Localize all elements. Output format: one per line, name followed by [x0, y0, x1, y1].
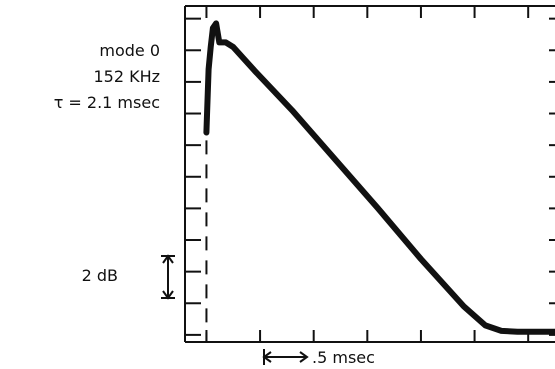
tick-marks: [185, 6, 555, 342]
decay-curve: [203, 20, 555, 335]
db-scale-label: 2 dB: [82, 266, 118, 285]
time-scale-bar: [262, 349, 309, 365]
time-scale-label: .5 msec: [312, 348, 375, 367]
tau-label: τ = 2.1 msec: [54, 93, 160, 112]
db-scale-bar: [161, 254, 175, 300]
frequency-label: 152 KHz: [93, 67, 160, 86]
mode-label: mode 0: [99, 41, 160, 60]
